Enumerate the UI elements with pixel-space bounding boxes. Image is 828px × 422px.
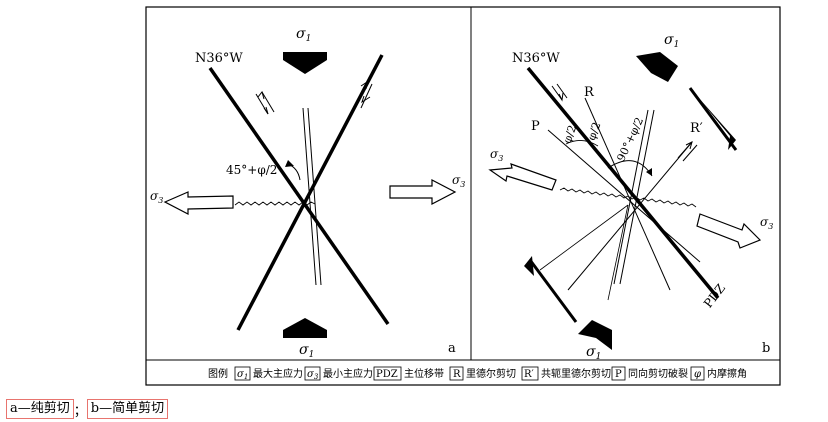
legend-label-r-prime: 共轭里德尔剪切 [541, 367, 611, 380]
north-bearing-label: N36°W [195, 51, 243, 66]
legend-key-box-r [449, 366, 464, 381]
shear-sense-arrows-r-prime [677, 141, 698, 162]
stylolite-line [559, 187, 697, 208]
sigma1-bottom-arrow [283, 318, 327, 338]
legend-key-box-sigma3 [304, 366, 321, 381]
legend-key-box-p [611, 366, 626, 381]
legend-label-r: 里德尔剪切 [466, 367, 516, 380]
panel-a: σ1 σ1 N36°W σ3 σ3 45°+φ/2 [150, 26, 465, 360]
angle-arc-90-arrowhead [646, 168, 652, 176]
legend-key-p: P [615, 369, 622, 380]
panel-b-letter: b [762, 341, 770, 356]
shear-half-arrow-bottom [524, 256, 534, 276]
caption-simple-shear: b—简单剪切 [86, 399, 169, 419]
figure-frame [145, 6, 781, 386]
legend-key-phi: φ [694, 369, 701, 380]
angle-phi-1: φ/2 [561, 123, 580, 145]
sigma1-bottom-arrow [578, 320, 612, 350]
sigma1-top-label: σ1 [664, 32, 679, 50]
legend-key-box-sigma1 [234, 366, 251, 381]
figure-caption: a—纯剪切 ； b—简单剪切 [6, 398, 169, 420]
legend-key-box-pdz [373, 366, 402, 381]
extension-line-2 [619, 109, 655, 285]
panel-a-letter: a [448, 341, 456, 356]
label-R-prime: R′ [690, 121, 703, 136]
p-shear [547, 129, 701, 263]
sigma3-right-label: σ3 [452, 173, 465, 189]
legend-key-sigma3: σ3 [307, 369, 319, 381]
legend-label-sigma1: 最大主应力 [253, 367, 303, 380]
north-bearing-label: N36°W [512, 51, 560, 66]
sigma3-right-label: σ3 [760, 215, 773, 231]
angle-90-label: 90°+φ/2 [614, 115, 646, 163]
legend: 图例 σ1 最大主应力 σ3 最小主应力 PDZ 主位移带 R 里德尔剪切 R′… [208, 366, 747, 381]
sigma3-right-arrow [696, 213, 762, 249]
label-R: R [584, 85, 595, 100]
riedel-shear [584, 97, 671, 291]
angle-arc-phi [565, 140, 599, 147]
fan-line-1 [539, 204, 629, 271]
sigma1-top-label: σ1 [296, 26, 311, 44]
legend-key-r-prime: R′ [524, 369, 535, 380]
extension-line-2 [307, 107, 322, 286]
caption-pure-shear: a—纯剪切 [6, 399, 74, 419]
legend-key-sigma1: σ1 [237, 369, 248, 381]
sigma1-top-arrow [283, 52, 327, 74]
sigma1-bottom-label: σ1 [299, 342, 314, 360]
sigma3-left-arrow [488, 163, 557, 191]
conjugate-fault-left [208, 67, 390, 325]
shear-sense-arrows-right [355, 80, 373, 109]
legend-key-box-r-prime [521, 366, 539, 381]
angle-label: 45°+φ/2 [226, 163, 277, 177]
extension-line-1 [302, 107, 317, 286]
shear-sense-arrows-pdz [551, 83, 568, 102]
shear-half-arrow-bottom-shaft [528, 259, 578, 323]
legend-key-r: R [453, 369, 461, 380]
stylolite-line [234, 201, 316, 206]
sigma1-top-arrow [636, 52, 678, 82]
sigma3-right-arrow [389, 179, 457, 205]
legend-key-box-phi [690, 366, 705, 381]
shear-sense-arrows-left [255, 90, 275, 115]
caption-separator: ； [73, 403, 87, 419]
panel-b: σ1 σ1 N36°W PDZ R P R′ [488, 32, 773, 362]
angle-arc-arrowhead [285, 160, 294, 167]
label-P: P [531, 119, 540, 134]
legend-title: 图例 [208, 367, 228, 380]
legend-label-p: 同向剪切破裂 [628, 367, 688, 380]
legend-label-sigma3: 最小主应力 [323, 367, 373, 380]
pdz-label: PDZ [701, 281, 728, 310]
legend-label-pdz: 主位移带 [404, 367, 444, 380]
legend-label-phi: 内摩擦角 [707, 367, 747, 380]
sigma3-left-label: σ3 [490, 147, 503, 163]
conjugate-riedel-shear [567, 141, 693, 291]
fan-line-2 [607, 204, 629, 301]
legend-key-pdz: PDZ [376, 369, 398, 380]
sigma3-left-label: σ3 [150, 189, 163, 205]
shear-half-arrow-top-shaft [688, 87, 738, 151]
sigma3-left-arrow [163, 191, 234, 215]
sigma1-bottom-label: σ1 [586, 344, 601, 362]
extension-line-1 [613, 109, 649, 285]
angle-phi-2: φ/2 [585, 120, 604, 142]
